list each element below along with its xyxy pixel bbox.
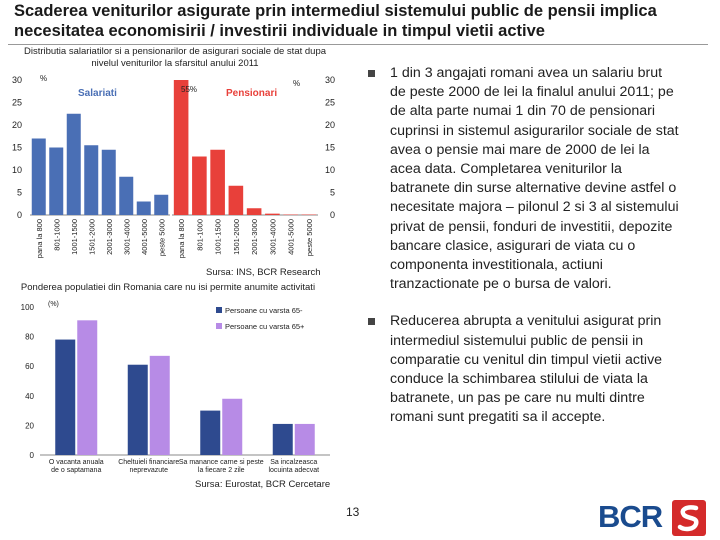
chart2-source: Sursa: Eurostat, BCR Cercetare [195, 479, 331, 490]
chart1-panel-label: Salariati [78, 88, 117, 99]
chart2-bar [127, 364, 148, 455]
chart1-bar [246, 208, 262, 215]
chart2-unaffordable-activities: 0 20 40 60 80 100 (%) O vacanta anuala de o sapt… [21, 301, 330, 474]
bullet-square-icon [368, 70, 375, 77]
chart2-xtick-label: O vacanta anuala de o saptamana [49, 459, 104, 474]
chart2-ytick: 20 [25, 421, 34, 430]
chart1-bar [228, 185, 244, 215]
chart1-bar [136, 201, 151, 215]
chart2-xtick-label: Cheltuieli financiare neprevazute [118, 459, 179, 474]
chart2-yunit: (%) [48, 301, 59, 308]
chart2-bar [55, 339, 76, 455]
title-divider [8, 44, 708, 45]
bullet-item: Reducerea abrupta a venitului asigurat p… [368, 312, 680, 427]
chart1-bar [66, 113, 81, 215]
chart1-source: Sursa: INS, BCR Research [206, 267, 321, 278]
chart2-ytick: 80 [25, 333, 34, 342]
chart1-xtick-label: peste 5000 [305, 219, 314, 256]
chart1-xtick-label: 4001-5000 [287, 219, 296, 255]
chart1-xtick-label: 1501-2000 [87, 219, 96, 255]
chart1-ytick-left: 0 [17, 210, 22, 220]
chart2-ytick: 100 [21, 303, 35, 312]
page-title: Scaderea veniturilor asigurate prin inte… [14, 2, 657, 40]
chart1-bar [154, 194, 169, 215]
chart1-xtick-label: 1501-2000 [232, 219, 241, 255]
chart2-ytick: 0 [30, 451, 35, 460]
chart1-xtick-label: peste 5000 [157, 219, 166, 256]
chart1-ytick-left: 25 [12, 98, 22, 108]
chart1-ytick-right: 5 [330, 188, 335, 198]
chart2-legend-label: Persoane cu varsta 65- [225, 306, 303, 315]
chart2-bar [222, 398, 243, 455]
chart1-bar [49, 147, 64, 215]
logo-red-mark-icon [672, 500, 706, 536]
chart2-title: Ponderea populatiei din Romania care nu … [20, 282, 316, 293]
chart1-xtick-label: 2001-3000 [250, 219, 259, 255]
chart1-panel-label: Pensionari [226, 88, 277, 99]
chart2-xtick-label: Sa manance carne si peste la fiecare 2 zi… [179, 459, 264, 474]
chart1-yunit-left: % [40, 74, 47, 83]
chart2-legend-label: Persoane cu varsta 65+ [225, 322, 305, 331]
chart1-xtick-label: 3001-4000 [268, 219, 277, 255]
chart1-xtick-label: pana la 800 [35, 219, 44, 258]
page-number: 13 [346, 505, 360, 519]
chart2-xtick-label: Sa incalzeasca locuinta adecvat [268, 459, 319, 474]
chart1-bar [192, 156, 207, 215]
chart2-legend-swatch [216, 323, 222, 329]
chart1-xtick-label: 4001-5000 [140, 219, 149, 255]
logo-text: BCR [598, 499, 663, 534]
chart2-bar [200, 410, 221, 455]
chart1-income-distribution: 0 0 5 5 10 10 15 15 20 20 25 25 30 30%% Salariati pana … [12, 74, 335, 258]
chart1-ytick-left: 5 [17, 188, 22, 198]
chart1-bar [31, 138, 46, 215]
chart2-bar [272, 423, 293, 455]
chart1-ytick-right: 0 [330, 210, 335, 220]
chart1-xtick-label: 1001-1500 [214, 219, 223, 255]
bullet-text: 1 din 3 angajati romani avea un salariu … [390, 65, 679, 293]
bullet-square-icon [368, 318, 375, 326]
bullet-item: 1 din 3 angajati romani avea un salariu … [368, 64, 680, 294]
chart1-xtick-label: 801-1000 [195, 219, 204, 251]
chart1-yunit-right: % [293, 79, 300, 88]
chart1-xtick-label: 2001-3000 [105, 219, 114, 255]
chart2-ytick: 60 [25, 362, 34, 371]
chart2-legend-swatch [216, 307, 222, 313]
chart1-xtick-label: 801-1000 [52, 219, 61, 251]
chart2-bar [77, 320, 98, 455]
bullet-list: 1 din 3 angajati romani avea un salariu … [368, 64, 680, 428]
chart1-xtick-label: pana la 800 [177, 219, 186, 258]
chart1-ytick-left: 15 [12, 143, 22, 153]
chart1-title: Distributia salariatilor si a pensionari… [23, 46, 327, 69]
chart1-xtick-label: 3001-4000 [122, 219, 131, 255]
chart1-ytick-right: 15 [325, 143, 335, 153]
chart1-bar [84, 145, 99, 215]
chart1-bar [101, 149, 116, 215]
chart1-bar [173, 80, 189, 215]
chart1-bar [119, 176, 134, 215]
chart1-bar [265, 213, 280, 215]
chart2-ytick: 40 [25, 392, 34, 401]
bullet-text: Reducerea abrupta a venitului asigurat p… [390, 313, 663, 426]
chart2-bar [294, 423, 315, 455]
chart1-xtick-label: 1001-1500 [70, 219, 79, 255]
chart1-ytick-right: 20 [325, 120, 335, 130]
chart1-ytick-right: 10 [325, 165, 335, 175]
chart1-ytick-left: 20 [12, 120, 22, 130]
chart1-ytick-left: 10 [12, 165, 22, 175]
chart1-ytick-right: 30 [325, 75, 335, 85]
chart1-ytick-left: 30 [12, 75, 22, 85]
chart1-bar [210, 149, 225, 215]
chart2-bar [149, 355, 170, 455]
chart1-offscale-label: 55% [181, 85, 197, 94]
chart1-ytick-right: 25 [325, 98, 335, 108]
